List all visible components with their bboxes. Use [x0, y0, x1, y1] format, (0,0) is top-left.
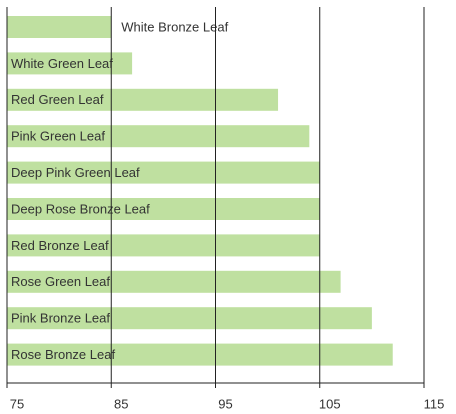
bar-label: Pink Green Leaf [11, 129, 105, 144]
bar-label: Rose Bronze Leaf [11, 347, 115, 362]
bar-label: Deep Rose Bronze Leaf [11, 201, 150, 216]
bar [7, 307, 372, 330]
x-tick-label: 75 [10, 396, 24, 411]
bar [7, 125, 310, 148]
bar [7, 270, 341, 293]
x-tick-label: 115 [424, 396, 445, 411]
bar [7, 343, 393, 366]
bar [7, 88, 279, 111]
x-tick-label: 105 [319, 396, 341, 411]
bar-label: Deep Pink Green Leaf [11, 165, 140, 180]
bar [7, 234, 320, 257]
x-tick-label: 85 [114, 396, 128, 411]
bar [7, 198, 320, 220]
bar [7, 52, 133, 75]
bar [7, 16, 112, 38]
bar-label: Pink Bronze Leaf [11, 311, 110, 326]
bar-label: Rose Green Leaf [11, 274, 110, 289]
bar-label: White Bronze Leaf [121, 19, 228, 34]
bar [7, 161, 320, 184]
bar-label: Red Green Leaf [11, 92, 104, 107]
bar-label: White Green Leaf [11, 56, 113, 71]
x-tick-label: 95 [218, 396, 232, 411]
bar-label: Red Bronze Leaf [11, 238, 109, 253]
